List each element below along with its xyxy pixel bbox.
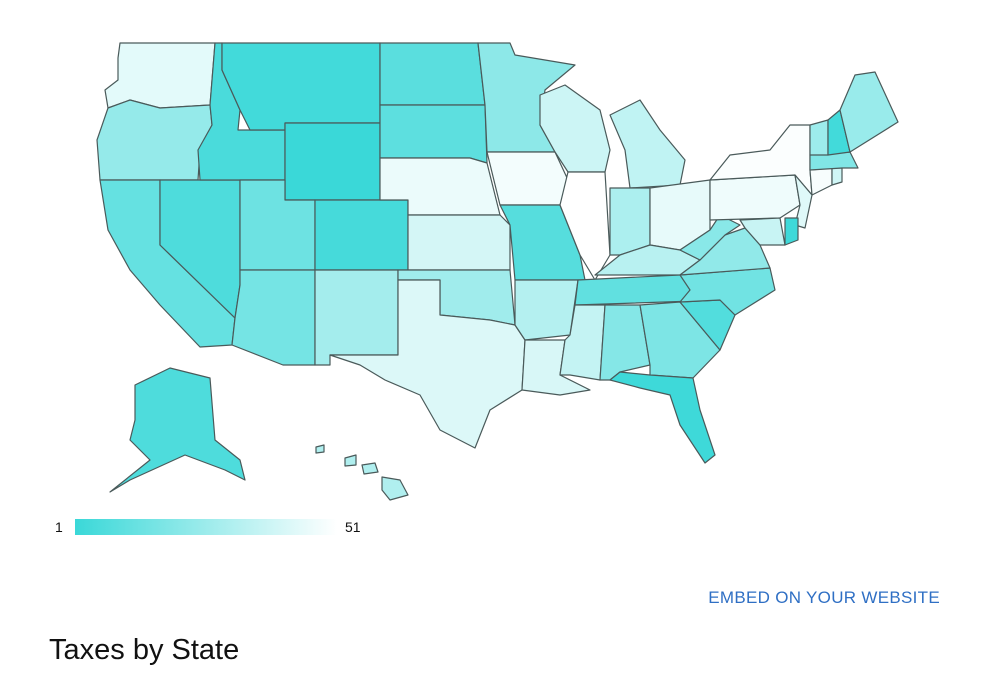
state-nm[interactable] [314,269,399,366]
state-mi[interactable] [609,99,686,189]
us-states-map [96,42,899,501]
legend-min-label: 1 [55,519,63,535]
page-title: Taxes by State [49,634,240,666]
state-ct[interactable] [809,167,833,196]
states-layer [96,42,899,501]
state-co[interactable] [314,199,409,271]
state-wy[interactable] [284,122,381,201]
state-ks[interactable] [407,214,511,271]
state-nj[interactable] [794,174,813,229]
state-hi[interactable] [315,444,409,501]
legend-max-label: 51 [345,519,361,535]
state-or[interactable] [96,99,213,181]
state-ak[interactable] [109,367,246,493]
state-me[interactable] [839,71,899,153]
state-sd[interactable] [379,104,488,164]
state-vt[interactable] [809,119,829,156]
state-ia[interactable] [486,151,569,206]
state-nd[interactable] [379,42,486,106]
state-tx[interactable] [329,279,526,449]
embed-on-website-link[interactable]: EMBED ON YOUR WEBSITE [708,588,940,607]
state-fl[interactable] [609,371,716,464]
state-az[interactable] [231,269,316,366]
state-wv[interactable] [679,214,741,261]
state-md[interactable] [739,217,786,246]
state-ar[interactable] [514,279,579,341]
legend-gradient-bar [75,519,337,535]
state-de[interactable] [784,217,799,246]
state-in[interactable] [609,187,651,256]
state-nc[interactable] [679,267,776,316]
state-wa[interactable] [104,42,216,109]
state-mt[interactable] [221,42,381,131]
state-pa[interactable] [709,174,801,221]
color-scale-legend: 1 51 [55,516,375,538]
state-ri[interactable] [831,167,843,186]
